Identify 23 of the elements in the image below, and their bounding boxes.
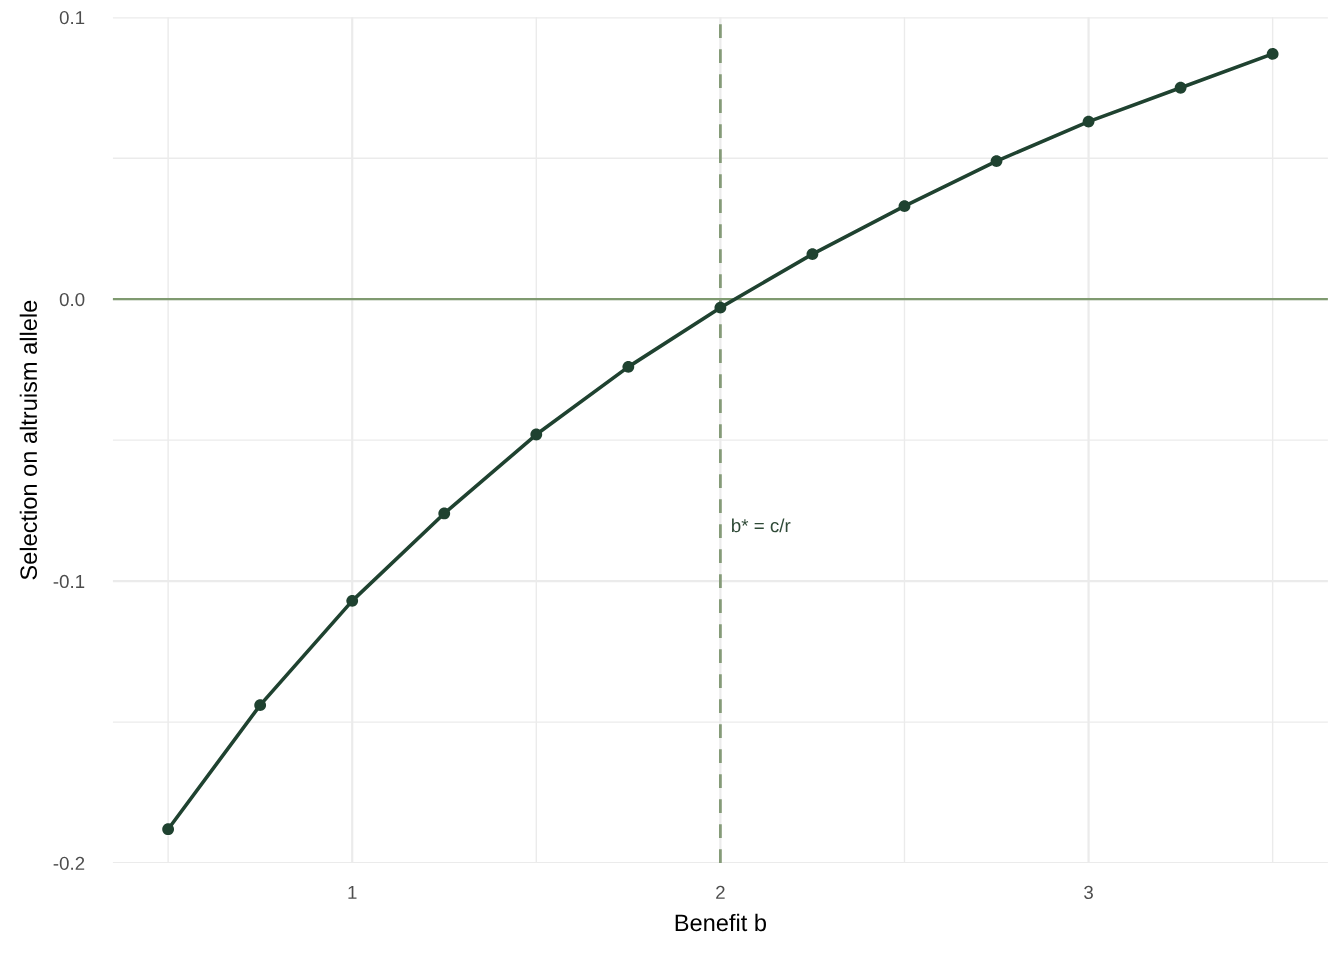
point <box>622 360 635 373</box>
point <box>1174 81 1187 94</box>
point <box>346 594 359 607</box>
x-tick-label: 1 <box>348 885 357 899</box>
point <box>438 507 451 520</box>
point <box>990 155 1003 167</box>
point <box>162 823 175 836</box>
y-axis-title: Selection on altruism allele <box>19 300 38 580</box>
point <box>1266 48 1279 60</box>
point <box>898 200 911 213</box>
y-tick-label: -0.2 <box>53 856 85 871</box>
point <box>1082 115 1095 128</box>
point <box>254 699 267 712</box>
x-axis-title: Benefit b <box>675 913 766 932</box>
y-tick-label: 0.0 <box>59 292 85 307</box>
point <box>806 248 819 260</box>
y-tick-label: 0.1 <box>59 10 85 25</box>
point <box>714 301 727 314</box>
x-tick-label: 3 <box>1084 885 1093 900</box>
x-tick-label: 2 <box>716 885 725 899</box>
ref-line-label: b* = c/r <box>732 518 791 533</box>
point <box>530 428 543 441</box>
y-tick-label: -0.1 <box>53 574 85 589</box>
